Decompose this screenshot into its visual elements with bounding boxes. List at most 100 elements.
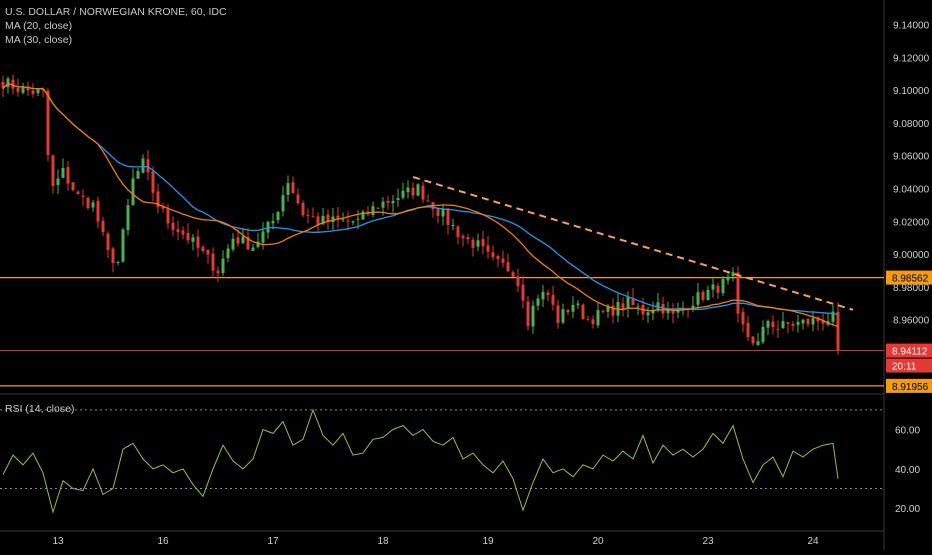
candle-body (721, 279, 725, 294)
candle-body (71, 182, 75, 191)
price-tick-label: 9.06000 (893, 152, 930, 163)
upper-level-badge-bg (886, 270, 932, 285)
descending-trendline (412, 176, 854, 311)
symbol-title: U.S. DOLLAR / NORWEGIAN KRONE, 60, IDC (5, 6, 227, 18)
candle-body (716, 285, 720, 293)
price-tick-label: 9.02000 (893, 217, 930, 228)
candle-body (46, 90, 50, 156)
candle-body (736, 272, 740, 314)
candle-body (436, 208, 440, 216)
candle-body (711, 284, 715, 290)
candle-body (411, 187, 415, 196)
candle-body (256, 241, 260, 247)
candle-body (31, 90, 35, 95)
candle-body (216, 270, 220, 274)
candle-body (311, 216, 315, 218)
time-tick-label: 23 (702, 536, 714, 547)
candle-body (811, 318, 815, 325)
candle-body (326, 214, 330, 222)
candle-body (516, 276, 520, 287)
candle-body (261, 231, 265, 243)
candle-body (646, 312, 650, 316)
candle-body (636, 306, 640, 308)
candle-body (36, 89, 40, 94)
candle-body (221, 258, 225, 274)
candle-body (791, 323, 795, 326)
ma30-legend[interactable]: MA (30, close) (5, 34, 73, 46)
candle-body (166, 208, 170, 224)
candle-body (781, 321, 785, 329)
candle-body (696, 292, 700, 305)
candle-body (231, 238, 235, 250)
candle-body (296, 194, 300, 204)
candle-body (51, 155, 55, 187)
candle-body (666, 308, 670, 314)
candle-body (611, 305, 615, 316)
candle-body (381, 201, 385, 208)
grid-layer (0, 0, 885, 550)
candle-body (536, 298, 540, 306)
candle-body (621, 303, 625, 310)
candle-body (831, 311, 835, 322)
chart-legend: U.S. DOLLAR / NORWEGIAN KRONE, 60, IDC M… (5, 5, 227, 47)
candle-body (146, 159, 150, 173)
price-tick-label: 9.08000 (893, 119, 930, 130)
candle-body (541, 291, 545, 300)
candle-body (701, 291, 705, 300)
candle-body (606, 305, 610, 312)
axes: 9.14000 9.12000 9.10000 9.08000 9.06000 9.040… (52, 21, 929, 547)
ma20-legend[interactable]: MA (20, close) (5, 20, 73, 32)
candle-body (596, 310, 600, 326)
rsi-tick-label: 60.00 (895, 426, 920, 437)
candle-body (291, 182, 295, 193)
candle-body (141, 158, 145, 173)
candle-body (176, 229, 180, 233)
candle-body (461, 236, 465, 239)
price-badges: 8.98562 8.91956 8.94112 20:11 (886, 270, 932, 393)
candle-body (506, 261, 510, 272)
upper-level-badge: 8.98562 (892, 274, 929, 285)
candle-body (96, 200, 100, 222)
candle-body (796, 321, 800, 325)
candle-body (56, 178, 60, 185)
candle-body (266, 221, 270, 233)
candle-body (131, 178, 135, 206)
candle-body (776, 328, 780, 330)
candle-body (186, 232, 190, 241)
time-tick-label: 16 (157, 536, 169, 547)
rsi-legend[interactable]: RSI (14, close) (5, 403, 75, 415)
candle-body (401, 190, 405, 198)
candle-body (456, 226, 460, 237)
candle-body (226, 248, 230, 259)
candle-body (561, 309, 565, 323)
candle-body (316, 216, 320, 225)
candle-body (706, 289, 710, 301)
candle-body (661, 303, 665, 314)
candle-body (341, 219, 345, 221)
candle-body (441, 209, 445, 217)
candle-body (556, 305, 560, 324)
time-tick-label: 24 (807, 536, 819, 547)
candle-body (206, 250, 210, 255)
moving-averages (2, 82, 839, 328)
trendline-layer (412, 176, 854, 311)
price-tick-label: 8.98000 (893, 283, 930, 294)
candle-body (331, 216, 335, 223)
countdown-badge-bg (886, 358, 932, 373)
candle-body (586, 319, 590, 321)
candle-body (756, 341, 760, 345)
candle-body (821, 319, 825, 324)
candle-body (486, 245, 490, 252)
candle-body (321, 215, 325, 225)
candle-body (251, 247, 255, 251)
candle-body (276, 211, 280, 221)
candle-body (76, 191, 80, 194)
price-tick-label: 8.96000 (893, 316, 930, 327)
rsi-tick-label: 40.00 (895, 465, 920, 476)
candle-body (546, 292, 550, 296)
candle-body (1, 81, 5, 89)
candle-body (421, 185, 425, 200)
countdown-badge: 20:11 (892, 362, 917, 373)
candle-body (111, 248, 115, 264)
